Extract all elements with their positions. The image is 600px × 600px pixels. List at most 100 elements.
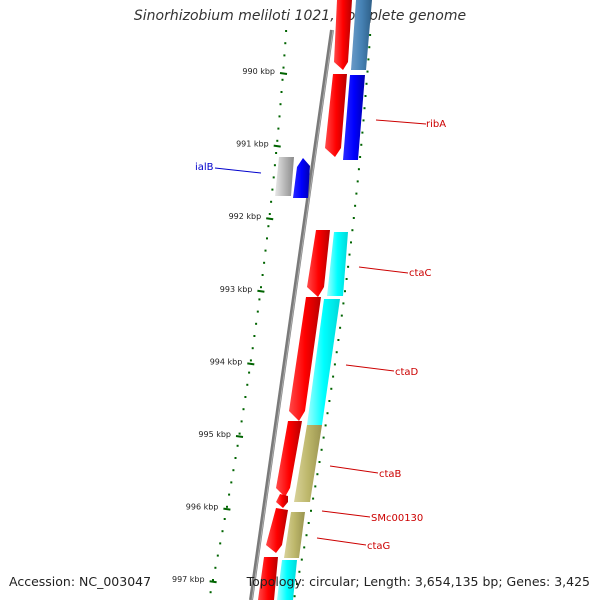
cds-feature (289, 297, 321, 421)
gene-label-ialB: ialB (195, 162, 214, 173)
track-dot (230, 481, 233, 484)
track-dot (369, 34, 372, 36)
cds-feature (307, 230, 330, 297)
track-dot (234, 457, 237, 459)
similarity-block (327, 232, 348, 296)
track-dot (253, 335, 256, 337)
ialB-features (275, 157, 310, 198)
track-dot (344, 290, 346, 293)
track-dot (240, 420, 243, 423)
track-dot (298, 570, 301, 573)
track-dot (296, 583, 298, 585)
track-dot (332, 375, 335, 378)
track-dot (281, 78, 284, 81)
scale-tick (223, 507, 231, 511)
track-dot (363, 107, 366, 110)
similarity-block (343, 75, 365, 160)
track-dot (261, 274, 264, 276)
track-dot (322, 436, 325, 439)
cds-feature (258, 557, 278, 600)
track-dot (284, 42, 287, 45)
label-connectors (214, 119, 427, 546)
track-dot (283, 54, 286, 57)
tick-label: 993 kbp (220, 285, 253, 294)
cds-feature (276, 421, 302, 497)
scale-ticks (209, 72, 288, 584)
track-dot (214, 566, 217, 569)
track-dot (347, 265, 350, 268)
gene-label-ctaG: ctaG (367, 541, 390, 552)
track-dot (348, 253, 351, 256)
track-dot (249, 359, 252, 362)
track-dot (209, 591, 212, 594)
track-dot (307, 522, 310, 524)
outer-dotted-track (293, 34, 372, 598)
track-dot (359, 156, 362, 158)
track-dot (278, 115, 281, 118)
track-dot (324, 424, 327, 427)
track-dot (357, 168, 360, 171)
track-dot (285, 30, 288, 32)
track-dot (314, 485, 317, 488)
track-dot (367, 58, 370, 61)
track-dot (293, 595, 296, 598)
track-dot (266, 237, 268, 240)
track-dot (221, 530, 224, 533)
tick-label: 995 kbp (198, 430, 231, 439)
scale-tick (247, 362, 255, 366)
track-dot (232, 469, 235, 472)
gene-label-ctaC: ctaC (409, 268, 432, 279)
scale-tick (209, 580, 217, 584)
scale-tick (273, 144, 281, 148)
cds-track (258, 0, 352, 600)
track-dot (282, 66, 285, 69)
track-dot (280, 91, 283, 93)
track-dot (300, 558, 303, 561)
track-dot (242, 408, 245, 411)
track-dot (268, 213, 271, 215)
track-dot (305, 534, 308, 537)
gene-label-ctaB: ctaB (379, 469, 402, 480)
track-dot (351, 229, 354, 232)
inner-dotted-track (209, 30, 288, 594)
track-dot (326, 412, 329, 415)
grey-feature (275, 157, 294, 196)
cds-feature (266, 508, 288, 553)
track-dot (256, 310, 259, 313)
track-dot (310, 509, 312, 512)
track-dot (264, 249, 267, 252)
blue-feature (293, 158, 310, 198)
gene-label-ribA: ribA (426, 119, 446, 130)
tick-label: 992 kbp (229, 212, 262, 221)
track-dot (365, 82, 368, 85)
track-dot (277, 127, 280, 130)
track-dot (251, 347, 254, 350)
track-dot (228, 493, 231, 496)
scale-tick (266, 217, 274, 221)
track-dot (246, 383, 249, 386)
track-dot (368, 46, 371, 49)
track-dot (226, 505, 228, 508)
track-dot (236, 444, 239, 447)
track-dot (352, 217, 355, 219)
similarity-block (277, 560, 297, 600)
track-dot (345, 278, 348, 280)
accession-text: Accession: NC_003047 (9, 574, 152, 589)
track-dot (318, 461, 321, 463)
cds-feature (325, 74, 347, 157)
track-dot (263, 261, 266, 264)
track-dot (342, 302, 345, 305)
track-dot (271, 188, 274, 191)
track-dot (320, 448, 323, 451)
scale-tick (235, 435, 244, 438)
track-dot (312, 497, 315, 500)
track-dot (276, 139, 279, 142)
track-dot (303, 546, 306, 549)
similarity-track (277, 0, 372, 600)
track-dot (340, 314, 343, 317)
track-dot (212, 579, 214, 581)
tick-label: 994 kbp (210, 357, 243, 366)
tick-labels: 990 kbp 991 kbp 992 kbp 993 kbp 994 kbp … (172, 67, 275, 584)
track-dot (273, 164, 276, 167)
